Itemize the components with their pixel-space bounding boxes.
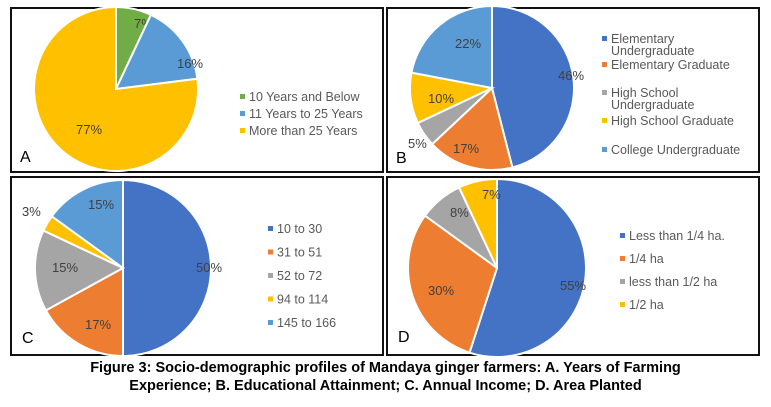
pie-d-legend-label-1: 1/4 ha xyxy=(629,252,664,266)
caption-line-1: Figure 3: Socio-demographic profiles of … xyxy=(90,360,681,376)
pie-b-legend-marker-2 xyxy=(602,90,607,95)
pie-c-slice-2 xyxy=(34,229,126,312)
panel-a-letter: A xyxy=(20,149,31,166)
pie-c-data-label-2: 15% xyxy=(52,260,78,275)
pie-b-legend-label-0-line-1: Undergraduate xyxy=(611,44,694,58)
pie-d-legend-label-2: less than 1/2 ha xyxy=(629,275,717,289)
pie-c-legend-marker-1 xyxy=(268,249,273,255)
panel-c-letter: C xyxy=(22,330,34,347)
pie-charts: 7% 10 Years and Below 16% 11 Years to 25 Ye… xyxy=(20,4,740,358)
pie-b-legend-label-2-line-1: Undergraduate xyxy=(611,98,694,112)
pie-d-data-label-3: 7% xyxy=(482,187,501,202)
pie-c-legend-marker-0 xyxy=(268,226,273,231)
pie-d-legend-label-3: 1/2 ha xyxy=(629,298,664,312)
pie-c-legend-label-1: 31 to 51 xyxy=(277,246,322,260)
pie-c-data-label-4: 15% xyxy=(88,197,114,212)
pie-a-data-label-1: 16% xyxy=(177,56,203,71)
pie-b-legend-label-3: High School Graduate xyxy=(611,114,734,128)
pie-c-data-label-0: 50% xyxy=(196,260,222,275)
pie-c-slice-4 xyxy=(50,178,124,270)
pie-c-data-label-1: 17% xyxy=(85,317,111,332)
pie-b-legend-label-1: Elementary Graduate xyxy=(611,58,730,72)
pie-b-slice-0 xyxy=(491,4,575,169)
figure-caption: Figure 3: Socio-demographic profiles of … xyxy=(0,359,771,395)
pie-b-data-label-2: 5% xyxy=(408,136,427,151)
pie-c-legend-marker-3 xyxy=(268,296,273,302)
pie-a-legend-marker-1 xyxy=(240,111,245,116)
pie-b-legend-label-2-line-0: High School xyxy=(611,86,678,100)
pie-c-legend-label-0: 10 to 30 xyxy=(277,222,322,236)
pie-b-legend-marker-3 xyxy=(602,118,607,123)
pie-a-legend-marker-0 xyxy=(240,94,245,99)
pie-b-legend-label-0-line-0: Elementary xyxy=(611,32,675,46)
pie-d-data-label-2: 8% xyxy=(450,205,469,220)
pie-a-data-label-2: 77% xyxy=(76,122,102,137)
pie-d-legend-marker-2 xyxy=(620,279,625,284)
pie-d-data-label-0: 55% xyxy=(560,278,586,293)
pie-a-legend-label-2: More than 25 Years xyxy=(249,124,357,138)
pie-c-legend-label-2: 52 to 72 xyxy=(277,269,322,283)
pie-b-legend-marker-4 xyxy=(602,147,607,152)
pie-b-data-label-0: 46% xyxy=(558,68,584,83)
pie-c-slice-0 xyxy=(122,178,212,358)
pie-a-slice-2 xyxy=(33,5,199,172)
pie-d-slice-1 xyxy=(407,214,499,354)
pie-c-data-label-3: 3% xyxy=(22,204,41,219)
pie-d-slice-3 xyxy=(457,177,498,269)
pie-c-legend-marker-2 xyxy=(268,273,273,278)
pie-a-legend-label-1: 11 Years to 25 Years xyxy=(249,107,363,121)
pie-c-legend-marker-4 xyxy=(268,320,273,325)
pie-a-legend-label-0: 10 Years and Below xyxy=(249,90,360,104)
pie-c-slice-1 xyxy=(44,266,124,358)
pie-d-legend-label-0: Less than 1/4 ha. xyxy=(629,229,725,243)
pie-a-slice-1 xyxy=(114,13,199,91)
pie-b-data-label-1: 17% xyxy=(453,141,479,156)
pie-b-data-label-4: 22% xyxy=(455,36,481,51)
panel-d-letter: D xyxy=(398,329,410,346)
pie-b-legend-marker-1 xyxy=(602,62,607,67)
pie-a-legend-marker-2 xyxy=(240,128,245,133)
pie-d-legend-marker-0 xyxy=(620,233,625,238)
pie-b-data-label-3: 10% xyxy=(428,91,454,106)
caption-line-2: Experience; B. Educational Attainment; C… xyxy=(129,378,642,394)
pie-d-data-label-1: 30% xyxy=(428,283,454,298)
panel-b-letter: B xyxy=(396,150,407,167)
pie-b-slice-1 xyxy=(430,86,514,171)
pie-c-legend-label-4: 145 to 166 xyxy=(277,316,336,330)
pie-d-slice-0 xyxy=(468,177,587,358)
pie-b-legend-marker-0 xyxy=(602,36,607,41)
pie-b-slice-4 xyxy=(410,4,493,90)
pie-d-legend-marker-1 xyxy=(620,256,625,261)
pie-c-legend-label-3: 94 to 114 xyxy=(277,293,328,307)
pie-d-legend-marker-3 xyxy=(620,302,625,307)
pie-b-legend-label-4: College Undergraduate xyxy=(611,143,740,157)
